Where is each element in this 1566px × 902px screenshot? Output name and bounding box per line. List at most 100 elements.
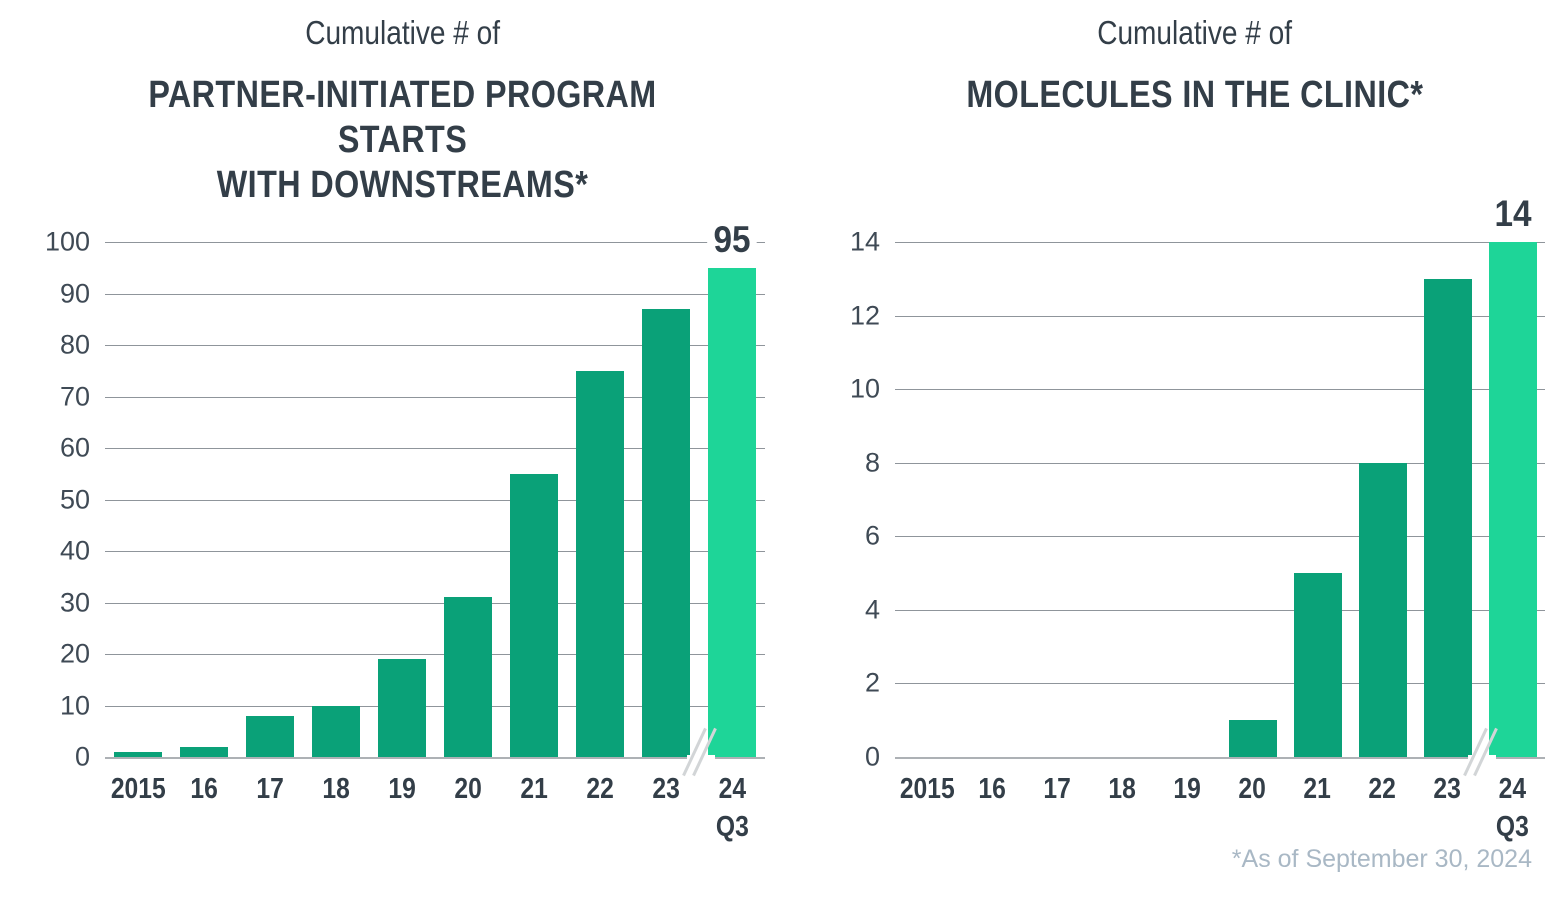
bar-slot bbox=[105, 242, 171, 757]
x-tick-label-text: 21 bbox=[520, 773, 548, 805]
y-tick-label: 10 bbox=[59, 690, 90, 720]
x-tick-label: 21 bbox=[501, 770, 567, 847]
chart-title-main: PARTNER-INITIATED PROGRAM STARTS WITH DO… bbox=[40, 73, 765, 207]
x-tick-label: 22 bbox=[1350, 770, 1415, 847]
y-tick-label: 80 bbox=[59, 329, 90, 360]
x-tick-label-text: 17 bbox=[1043, 773, 1072, 805]
bar-21 bbox=[1293, 573, 1342, 757]
chart-title-prefix-text: Cumulative # of bbox=[1097, 14, 1293, 51]
x-tick-label-text: 18 bbox=[1108, 773, 1137, 805]
x-axis-line bbox=[105, 757, 765, 759]
gridline bbox=[105, 602, 765, 604]
x-tick-label-text: 24 Q3 bbox=[1496, 773, 1529, 844]
x-tick-label-text: 2015 bbox=[110, 773, 166, 805]
x-tick-label: 20 bbox=[1220, 770, 1285, 847]
x-tick-label: 24 Q3 bbox=[699, 770, 765, 847]
y-axis-labels: 0 2 4 6 8 10 12 14 bbox=[845, 227, 895, 772]
x-tick-label: 21 bbox=[1285, 770, 1350, 847]
chart-title-main: MOLECULES IN THE CLINIC* bbox=[845, 73, 1545, 118]
bar-slot bbox=[1415, 242, 1480, 757]
x-tick-label-text: 17 bbox=[256, 773, 284, 805]
bar-23 bbox=[1423, 278, 1472, 757]
x-tick-label-text: 24 Q3 bbox=[715, 773, 749, 844]
bar-slot: 14 bbox=[1480, 194, 1545, 757]
bar-slot bbox=[895, 242, 960, 757]
bar-slot bbox=[1090, 242, 1155, 757]
x-tick-label: 16 bbox=[960, 770, 1025, 847]
bar-22 bbox=[1358, 462, 1407, 757]
bar-18 bbox=[312, 705, 360, 757]
bar-16 bbox=[180, 746, 228, 757]
x-tick-label: 18 bbox=[303, 770, 369, 847]
gridline bbox=[105, 293, 765, 295]
gridline bbox=[105, 396, 765, 398]
bar-slot bbox=[171, 242, 237, 757]
x-tick-label-text: 19 bbox=[1173, 773, 1202, 805]
axis-break-icon bbox=[682, 726, 717, 778]
x-tick-label-text: 23 bbox=[1433, 773, 1462, 805]
chart-title-prefix-text: Cumulative # of bbox=[305, 14, 500, 51]
bar-slot bbox=[1155, 242, 1220, 757]
bar-slot bbox=[960, 242, 1025, 757]
gridline bbox=[105, 242, 765, 243]
gridline bbox=[105, 499, 765, 501]
y-tick-label: 14 bbox=[849, 226, 880, 257]
x-tick-label: 17 bbox=[237, 770, 303, 847]
bar-slot bbox=[1220, 242, 1285, 757]
y-tick-label: 100 bbox=[44, 226, 90, 257]
x-tick-label-text: 18 bbox=[322, 773, 350, 805]
x-tick-label: 20 bbox=[435, 770, 501, 847]
x-tick-label: 24 Q3 bbox=[1480, 770, 1545, 847]
chart-title-prefix: Cumulative # of bbox=[845, 12, 1545, 53]
gridline bbox=[895, 315, 1545, 317]
bar-20 bbox=[444, 597, 492, 757]
y-tick-label: 4 bbox=[864, 594, 880, 625]
y-tick-label: 40 bbox=[59, 535, 90, 566]
bars-group: 95 bbox=[105, 220, 765, 757]
bars-group: 14 bbox=[895, 194, 1545, 757]
chart-title-main-text: PARTNER-INITIATED PROGRAM STARTS WITH DO… bbox=[148, 74, 657, 206]
x-tick-label-text: 23 bbox=[652, 773, 680, 805]
y-tick-label: 70 bbox=[59, 381, 90, 411]
bar-slot bbox=[1285, 242, 1350, 757]
gridline bbox=[895, 389, 1545, 391]
plot-area: 95 bbox=[105, 220, 765, 777]
x-tick-label: 16 bbox=[171, 770, 237, 847]
last-bar-value-label: 14 bbox=[1487, 194, 1538, 234]
x-tick-label: 23 bbox=[1415, 770, 1480, 847]
x-tick-label-text: 16 bbox=[190, 773, 218, 805]
plot-row: 0 2 4 6 8 10 12 14 14 bbox=[845, 194, 1545, 777]
y-tick-label: 30 bbox=[59, 587, 90, 617]
chart-title-block: Cumulative # of MOLECULES IN THE CLINIC* bbox=[845, 0, 1545, 118]
bar-slot bbox=[369, 242, 435, 757]
gridline bbox=[895, 609, 1545, 611]
gridline bbox=[895, 683, 1545, 685]
chart-title-block: Cumulative # of PARTNER-INITIATED PROGRA… bbox=[40, 0, 765, 208]
x-tick-label-text: 19 bbox=[388, 773, 416, 805]
x-axis-labels: 2015 16 17 18 19 20 21 22 23 24 Q3 bbox=[105, 770, 765, 847]
footnote: *As of September 30, 2024 bbox=[1231, 845, 1532, 873]
chart-title-main-text: MOLECULES IN THE CLINIC* bbox=[966, 74, 1424, 117]
bar-19 bbox=[378, 659, 426, 757]
gridline bbox=[895, 462, 1545, 464]
bar-slot bbox=[633, 242, 699, 757]
y-axis-labels: 0 10 20 30 40 50 60 70 80 90 100 bbox=[40, 227, 105, 772]
bar-slot bbox=[501, 242, 567, 757]
y-tick-label: 50 bbox=[59, 484, 90, 514]
y-tick-label: 0 bbox=[74, 741, 90, 772]
x-tick-label-text: 20 bbox=[454, 773, 482, 805]
bar-slot: 95 bbox=[699, 220, 765, 757]
x-tick-label: 2015 bbox=[895, 770, 960, 847]
y-tick-label: 90 bbox=[59, 278, 90, 308]
x-tick-label: 19 bbox=[1155, 770, 1220, 847]
gridline bbox=[895, 536, 1545, 538]
chart-title-prefix: Cumulative # of bbox=[40, 12, 765, 53]
x-tick-label: 2015 bbox=[105, 770, 171, 847]
bar-2015 bbox=[114, 751, 162, 757]
x-tick-label: 23 bbox=[633, 770, 699, 847]
y-tick-label: 8 bbox=[864, 447, 880, 478]
y-tick-label: 10 bbox=[849, 373, 880, 404]
chart-program-starts: Cumulative # of PARTNER-INITIATED PROGRA… bbox=[40, 0, 765, 843]
y-tick-label: 12 bbox=[849, 300, 880, 331]
x-tick-label-text: 16 bbox=[978, 773, 1007, 805]
